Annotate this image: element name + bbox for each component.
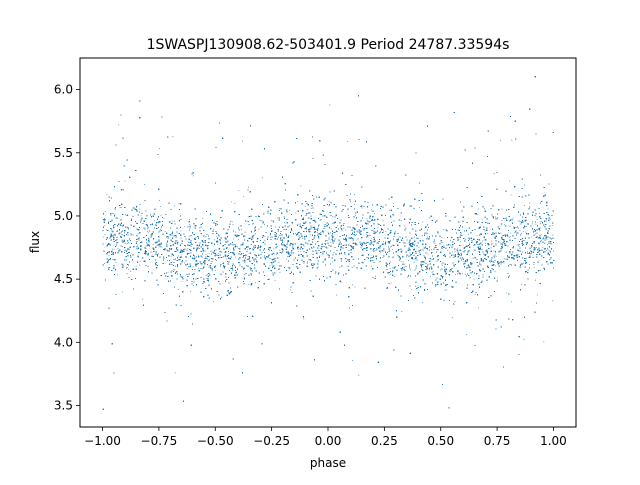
y-tick-label: 4.0 — [54, 335, 73, 349]
chart-title: 1SWASPJ130908.62-503401.9 Period 24787.3… — [147, 37, 510, 53]
x-tick-label: 1.00 — [540, 434, 567, 448]
x-tick-label: −1.00 — [84, 434, 121, 448]
x-tick-label: −0.75 — [141, 434, 178, 448]
data-points — [102, 76, 555, 410]
x-axis: −1.00 −0.75 −0.50 −0.25 0.00 0.25 0.50 0.75 1.00 — [84, 427, 567, 448]
y-tick-label: 5.0 — [54, 209, 73, 223]
x-tick-label: 0.25 — [371, 434, 398, 448]
y-tick-label: 3.5 — [54, 399, 73, 413]
x-tick-label: 0.50 — [427, 434, 454, 448]
x-tick-label: 0.00 — [315, 434, 342, 448]
y-tick-label: 5.5 — [54, 146, 73, 160]
y-tick-label: 4.5 — [54, 272, 73, 286]
y-tick-label: 6.0 — [54, 83, 73, 97]
x-axis-label: phase — [310, 456, 346, 470]
x-tick-label: −0.25 — [253, 434, 290, 448]
y-axis: 3.5 4.0 4.5 5.0 5.5 6.0 — [54, 83, 80, 413]
y-axis-label: flux — [28, 231, 42, 253]
x-tick-label: −0.50 — [197, 434, 234, 448]
x-tick-label: 0.75 — [484, 434, 511, 448]
